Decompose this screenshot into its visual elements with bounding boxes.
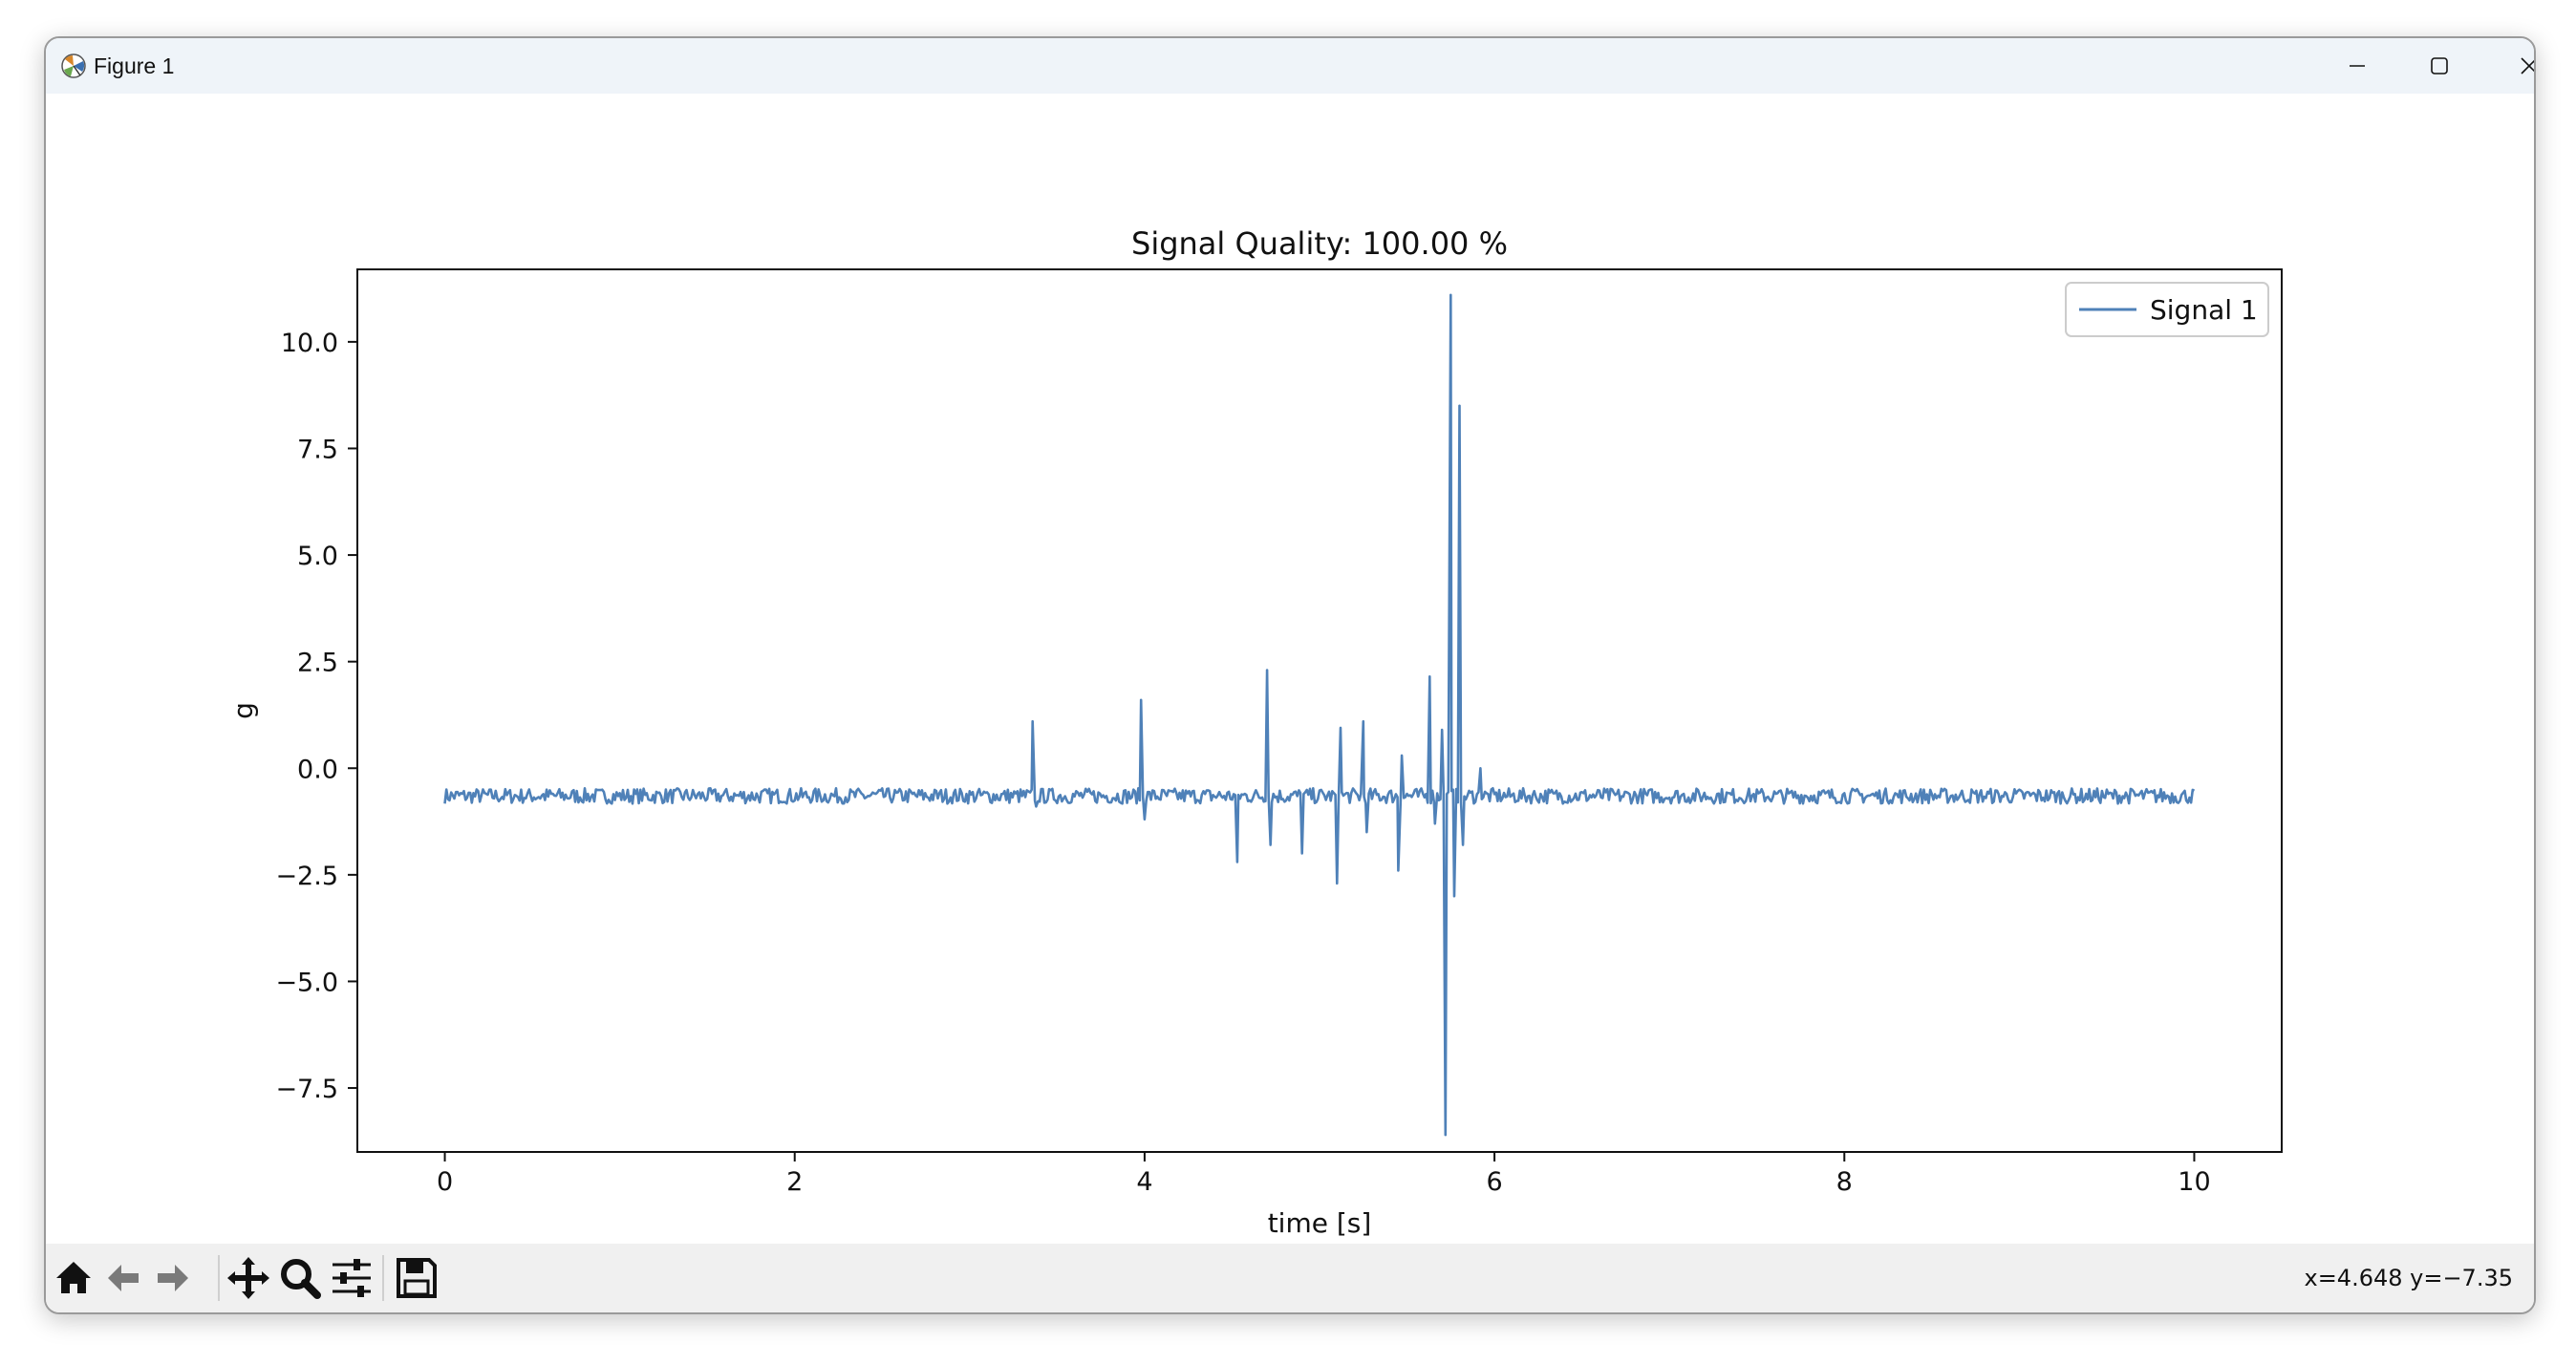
toolbar-separator (218, 1255, 220, 1301)
y-tick-label: 5.0 (297, 542, 338, 571)
home-icon (56, 1262, 91, 1293)
figure-window: Figure 1 Signal Quality: 100.00 % 0 2 4 6 8 10… (44, 36, 2536, 1314)
y-tick-label: −7.5 (275, 1075, 338, 1104)
close-icon (2521, 57, 2534, 75)
maximize-icon (2431, 57, 2448, 75)
plot-svg: Signal Quality: 100.00 % 0 2 4 6 8 10 10.0 7.5 5.… (227, 225, 2283, 1239)
axes-frame (356, 268, 2283, 1153)
maximize-button[interactable] (2398, 38, 2480, 94)
figure-canvas[interactable]: Signal Quality: 100.00 % 0 2 4 6 8 10 10.0 7.5 5.… (46, 94, 2534, 1244)
x-tick-label: 8 (1836, 1167, 1853, 1197)
y-tick-label: −5.0 (275, 968, 338, 997)
navigation-toolbar: x=4.648 y=−7.35 (46, 1244, 2534, 1312)
forward-button[interactable] (151, 1253, 195, 1303)
y-tick-label: 10.0 (281, 329, 338, 358)
zoom-button[interactable] (275, 1253, 325, 1303)
configure-subplots-button[interactable] (327, 1253, 376, 1303)
series-line-signal-1 (443, 293, 2196, 1137)
x-tick-label: 10 (2178, 1167, 2210, 1197)
chart-title: Signal Quality: 100.00 % (1131, 225, 1508, 262)
minimize-icon (2350, 65, 2365, 67)
legend-box (2065, 282, 2269, 337)
x-axis-label: time [s] (1268, 1207, 1372, 1239)
save-button[interactable] (392, 1253, 441, 1303)
y-axis-label: g (227, 702, 259, 719)
home-button[interactable] (52, 1253, 96, 1303)
pan-button[interactable] (224, 1253, 273, 1303)
zoom-icon (281, 1259, 321, 1299)
y-tick-label: 2.5 (297, 649, 338, 678)
y-tick-label: 0.0 (297, 755, 338, 784)
matplotlib-app-icon (61, 53, 86, 78)
y-tick-label: −2.5 (275, 862, 338, 891)
legend-label-signal-1: Signal 1 (2150, 294, 2258, 326)
cursor-coordinates: x=4.648 y=−7.35 (2304, 1265, 2513, 1291)
back-button[interactable] (101, 1253, 145, 1303)
minimize-button[interactable] (2316, 38, 2398, 94)
forward-icon (158, 1265, 188, 1291)
x-tick-label: 4 (1136, 1167, 1152, 1197)
x-tick-label: 0 (437, 1167, 453, 1197)
y-tick-label: 7.5 (297, 435, 338, 464)
x-tick-label: 6 (1486, 1167, 1502, 1197)
save-icon (397, 1258, 437, 1298)
window-title: Figure 1 (94, 53, 175, 78)
back-icon (108, 1265, 139, 1291)
toolbar-separator (382, 1255, 384, 1301)
x-tick-label: 2 (786, 1167, 803, 1197)
close-button[interactable] (2488, 38, 2534, 94)
title-bar: Figure 1 (46, 38, 2534, 94)
configure-icon (333, 1259, 371, 1297)
pan-icon (227, 1257, 269, 1299)
